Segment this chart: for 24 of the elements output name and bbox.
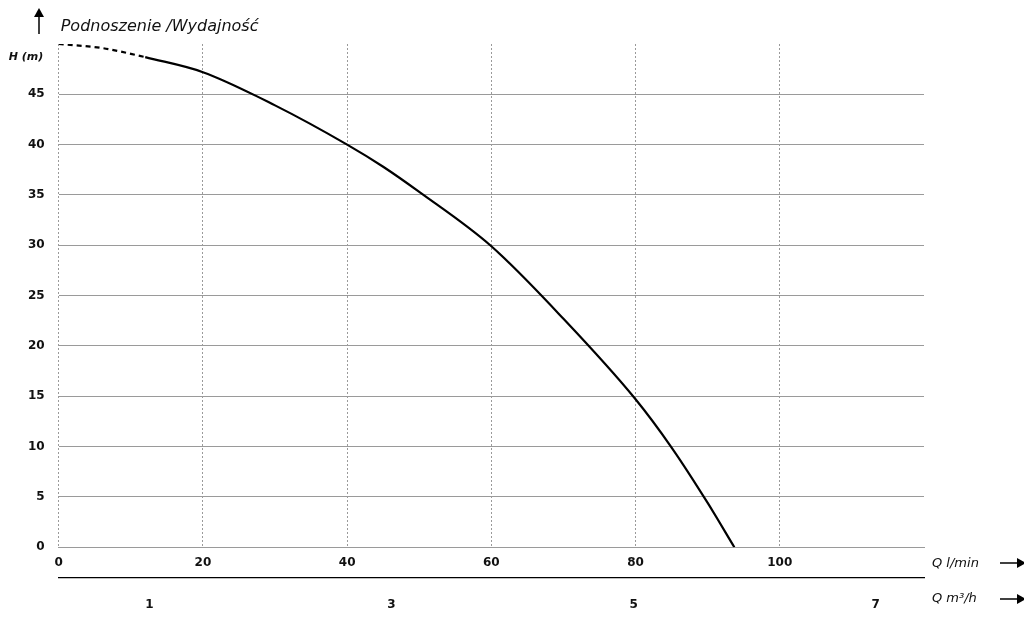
y-tick-label: 15 <box>28 388 45 403</box>
x-tick-label: 40 <box>338 554 356 569</box>
x2-tick-label: 1 <box>145 596 154 611</box>
y-tick-label: 35 <box>28 187 45 202</box>
x-tick-label: 100 <box>767 554 793 569</box>
y-tick-label: 40 <box>28 136 45 151</box>
x-axis-title: Q l/min <box>932 555 979 571</box>
x2-tick-label: 3 <box>387 596 396 611</box>
y-tick-label: 30 <box>28 237 45 252</box>
chart-title: Podnoszenie /Wydajność <box>60 16 259 35</box>
y-tick-label: 20 <box>28 338 45 353</box>
y-tick-label: 5 <box>36 489 45 504</box>
x2-axis-title: Q m³/h <box>932 589 977 605</box>
y-tick-label: 10 <box>28 438 45 453</box>
x-tick-label: 0 <box>54 554 63 569</box>
y-tick-label: 0 <box>36 539 45 554</box>
x-tick-label: 60 <box>483 554 500 569</box>
y-tick-label: 45 <box>28 86 45 101</box>
x2-tick-label: 7 <box>871 596 880 611</box>
y-axis-title: H (m) <box>7 50 45 63</box>
x-tick-label: 80 <box>627 554 644 569</box>
y-tick-label: 25 <box>28 287 45 302</box>
x2-tick-label: 5 <box>629 596 638 611</box>
x-tick-label: 20 <box>194 554 212 569</box>
